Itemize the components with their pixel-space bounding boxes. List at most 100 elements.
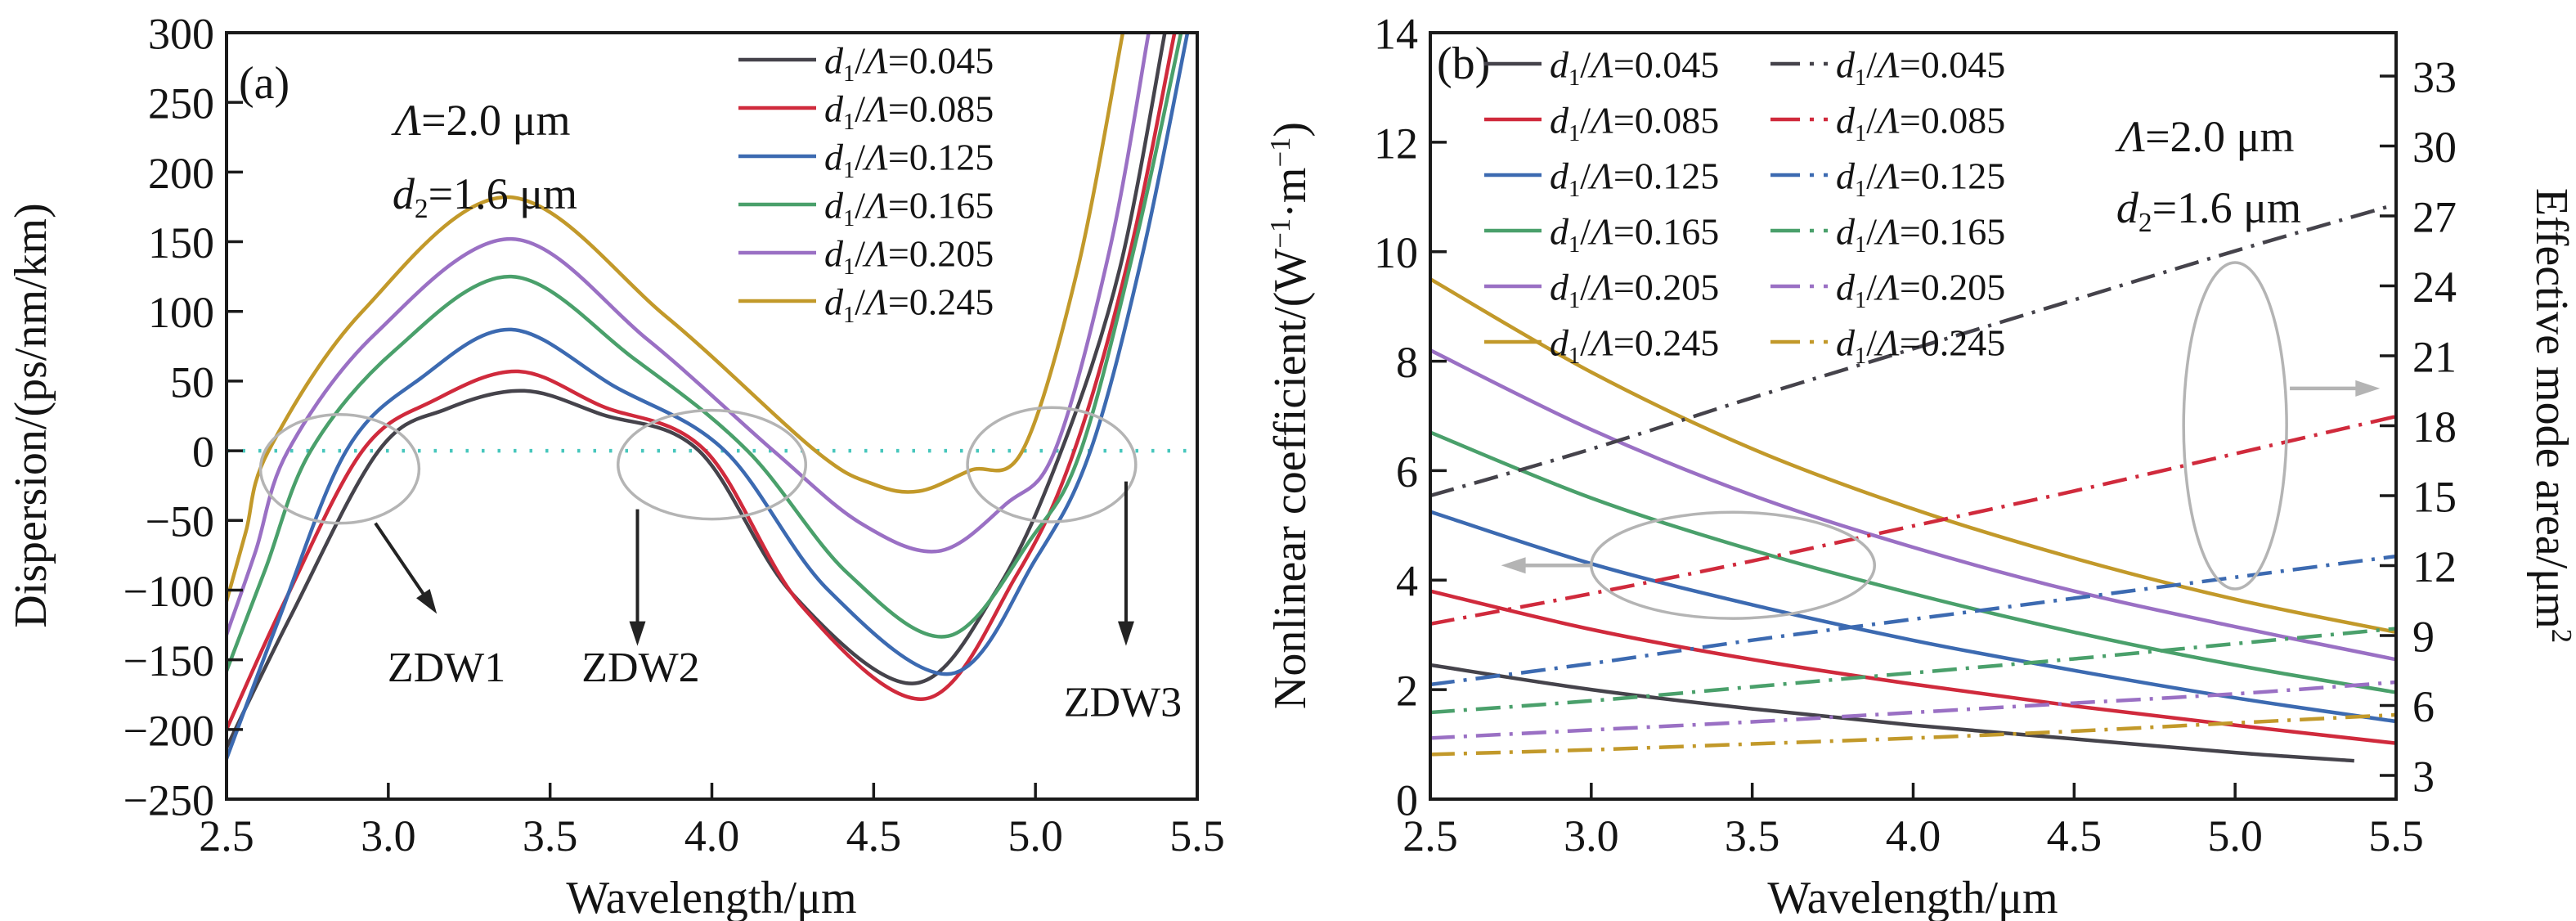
panel-a-ylabel: Dispersion/(ps/nm/km)	[6, 203, 56, 628]
panel-b-nonlinear-curve-0.125	[1430, 510, 2396, 724]
panel-b-modearea-curve-0.205	[1430, 680, 2396, 740]
panel-b-right-ytick: 24	[2412, 263, 2457, 312]
polygon	[416, 588, 438, 614]
right-axis-pointer-arrow-icon	[2290, 380, 2381, 397]
panel-b-left-ytick: 14	[1374, 9, 1418, 58]
zdw2-arrow-icon	[629, 509, 646, 646]
panel-a-ytick: −100	[123, 567, 214, 616]
legend-b-label: d1/Λ=0.045	[1836, 44, 2005, 91]
legend-b-label: d1/Λ=0.085	[1550, 100, 1719, 146]
panel-b-xtick: 4.5	[2047, 811, 2103, 860]
panel-b-right-ytick: 21	[2412, 332, 2457, 381]
zdw2-label: ZDW2	[581, 645, 699, 691]
panel-b-right-ytick: 15	[2412, 472, 2457, 521]
panel-b-right-ylabel: Effective mode area/μm2	[2526, 188, 2576, 643]
panel-b-curves	[1430, 202, 2396, 763]
legend-a-label: d1/Λ=0.165	[824, 185, 994, 231]
panel-a-ytick: 150	[148, 218, 214, 267]
line	[374, 522, 429, 600]
legend-b-dashdot-item-0.165: d1/Λ=0.165	[1770, 211, 2005, 258]
legend-b-label: d1/Λ=0.205	[1836, 267, 2005, 313]
panel-a-ytick: 200	[148, 149, 214, 198]
panel-b-nonlinear-curve-0.165	[1430, 430, 2396, 694]
legend-b-dashdot-item-0.045: d1/Λ=0.045	[1770, 44, 2005, 91]
legend-b-label: d1/Λ=0.125	[1550, 155, 1719, 202]
zdw1-region-ellipse	[258, 413, 421, 525]
panel-b: 2.5 3.0 3.5 4.0 4.5 5.0 5.50246810121436912151…	[1264, 9, 2576, 921]
panel-b-left-ylabel: Nonlinear coefficient/(W−1·m−1)	[1264, 122, 1316, 709]
left-axis-pointer-arrow-icon	[1501, 557, 1591, 574]
legend-a-item-0.245: d1/Λ=0.245	[738, 281, 994, 328]
panel-b-right-ytick: 3	[2412, 752, 2435, 801]
panel-b-modearea-curve-0.245	[1430, 712, 2396, 757]
zdw1-label: ZDW1	[388, 645, 505, 691]
panel-b-right-ytick: 9	[2412, 612, 2435, 661]
panel-a-xlabel: Wavelength/μm	[566, 873, 856, 921]
legend-b-solid-item-0.165: d1/Λ=0.165	[1484, 211, 1719, 258]
legend-a-label: d1/Λ=0.085	[824, 88, 994, 135]
panel-b-axes: 2.5 3.0 3.5 4.0 4.5 5.0 5.50246810121436912151…	[1374, 9, 2457, 860]
legend-a-label: d1/Λ=0.245	[824, 281, 994, 328]
legend-b-label: d1/Λ=0.245	[1550, 322, 1719, 369]
panel-a-annotation-2: d2=1.6 μm	[393, 169, 577, 224]
panel-b-left-ytick: 10	[1374, 228, 1418, 277]
zdw3-arrow-icon	[1117, 481, 1134, 646]
polygon	[2355, 380, 2381, 397]
panel-a-curve-0.085	[227, 33, 1177, 730]
panel-b-right-ytick: 6	[2412, 682, 2435, 731]
zdw1-arrow-icon	[374, 522, 438, 614]
panel-b-xtick: 5.0	[2207, 811, 2263, 860]
zdw2-region-ellipse	[617, 408, 807, 521]
panel-a-xtick: 5.5	[1169, 811, 1225, 860]
nonlinear-group-ellipse	[1590, 510, 1877, 620]
legend-b-label: d1/Λ=0.165	[1836, 211, 2005, 258]
legend-b-label: d1/Λ=0.165	[1550, 211, 1719, 258]
polygon	[1117, 621, 1134, 646]
legend-b-solid-item-0.085: d1/Λ=0.085	[1484, 100, 1719, 146]
panel-b-right-ytick: 30	[2412, 123, 2457, 172]
polygon	[629, 621, 646, 646]
polygon	[1501, 557, 1526, 574]
legend-a-item-0.045: d1/Λ=0.045	[738, 40, 994, 87]
panel-a-ytick: 50	[170, 357, 214, 407]
panel-a-curve-0.205	[227, 33, 1151, 636]
panel-b-xtick: 3.0	[1564, 811, 1619, 860]
panel-a-curve-0.125	[227, 33, 1190, 760]
panel-b-right-ytick: 12	[2412, 542, 2457, 591]
panel-b-nonlinear-curve-0.205	[1430, 348, 2396, 662]
panel-b-right-ytick: 27	[2412, 192, 2457, 241]
panel-a-curve-0.165	[227, 33, 1183, 672]
legend-a-label: d1/Λ=0.205	[824, 233, 994, 280]
modearea-group-ellipse	[2182, 261, 2288, 591]
panel-b-xlabel: Wavelength/μm	[1767, 873, 2058, 921]
panel-b-xtick: 3.5	[1725, 811, 1780, 860]
panel-a-xtick: 4.5	[846, 811, 902, 860]
panel-b-left-ytick: 0	[1396, 775, 1418, 824]
panel-a-annotation-1: Λ=2.0 μm	[390, 96, 570, 145]
panel-b-modearea-curve-0.165	[1430, 627, 2396, 715]
panel-a-ytick: 0	[192, 428, 214, 477]
panel-a-xtick: 3.0	[361, 811, 416, 860]
panel-b-right-ytick: 33	[2412, 52, 2457, 101]
legend-b-dashdot-item-0.205: d1/Λ=0.205	[1770, 267, 2005, 313]
panel-a-axes: 2.5 3.0 3.5 4.0 4.5 5.0 5.5 300 250 200 150 100 50 0 −…	[123, 9, 1225, 860]
panel-a-letter: (a)	[239, 58, 289, 109]
panel-a-ytick: 300	[148, 9, 214, 58]
panel-b-xtick: 2.5	[1402, 811, 1458, 860]
panel-b-left-ytick: 6	[1396, 447, 1418, 496]
panel-a-xtick: 5.0	[1008, 811, 1063, 860]
legend-b-label: d1/Λ=0.205	[1550, 267, 1719, 313]
legend-a-label: d1/Λ=0.125	[824, 137, 994, 183]
legend-b-label: d1/Λ=0.045	[1550, 44, 1719, 91]
panel-a-ytick: −250	[123, 775, 214, 824]
panel-a-ytick: −50	[146, 497, 214, 546]
panel-a-curve-0.245	[227, 33, 1125, 602]
legend-b-label: d1/Λ=0.085	[1836, 100, 2005, 146]
panel-b-left-ytick: 4	[1396, 557, 1418, 606]
panel-b-left-ytick: 12	[1374, 119, 1418, 168]
legend-b-dashdot-item-0.245: d1/Λ=0.245	[1770, 322, 2005, 369]
panel-b-nonlinear-curve-0.045	[1430, 663, 2354, 763]
